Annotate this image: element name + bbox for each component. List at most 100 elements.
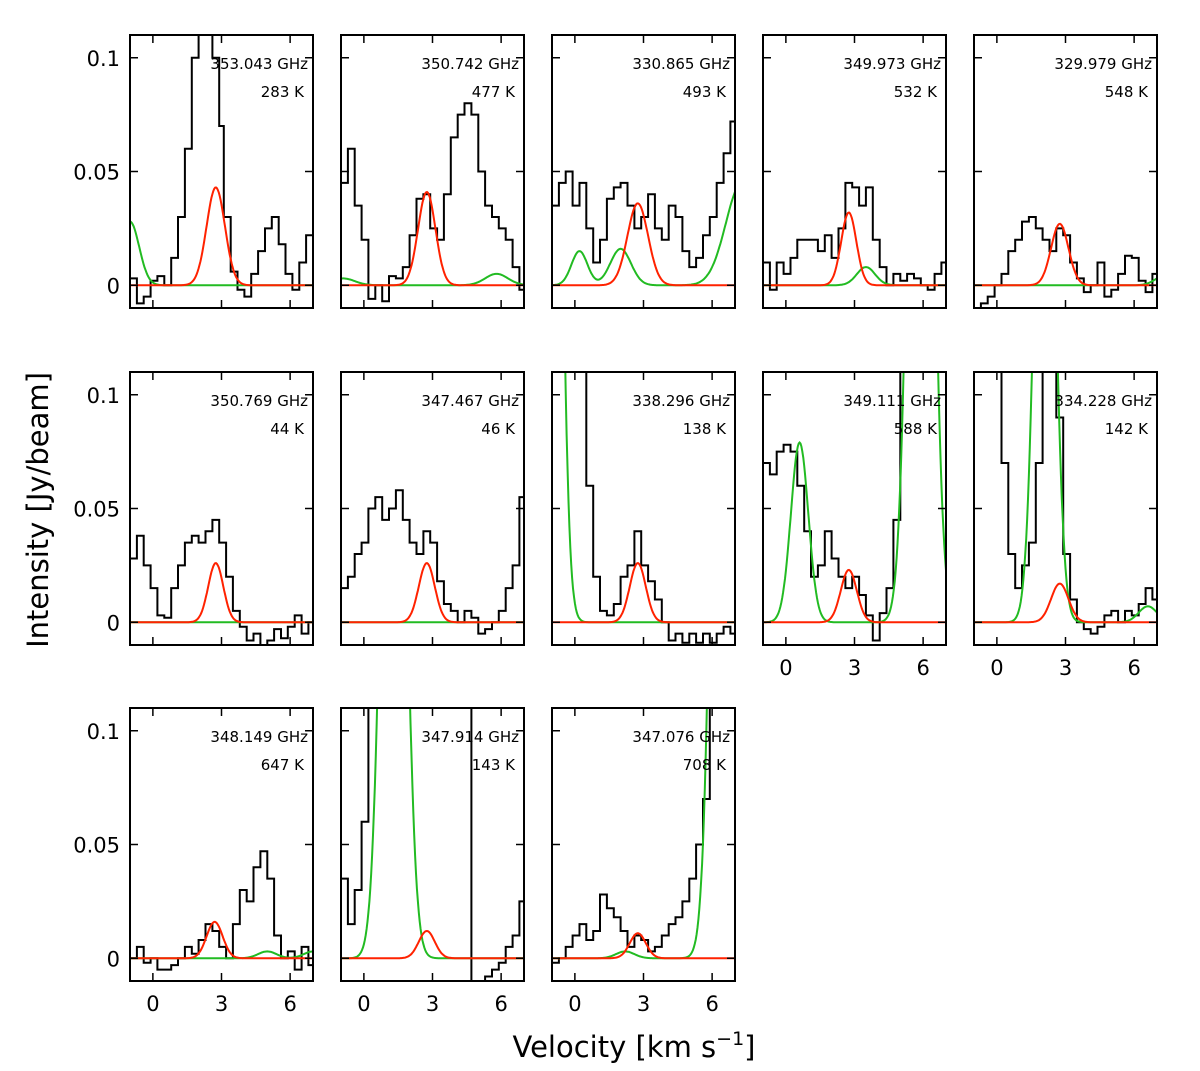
y-tick-label: 0.05: [73, 498, 120, 522]
temperature-label: 44 K: [270, 420, 305, 438]
panel-12: 0 3 6 347.914 GHz 143 K: [340, 707, 525, 1016]
observed-spectrum: [974, 216, 1157, 308]
panel-1: 0 0.05 0.1 353.043 GHz 283 K: [73, 34, 314, 309]
panel-frame: [129, 707, 314, 982]
observed-spectrum: [763, 372, 946, 642]
panel-frame: [551, 371, 736, 646]
y-tick-label: 0: [107, 947, 120, 971]
model-red-curve: [763, 211, 946, 287]
frequency-label: 350.769 GHz: [210, 392, 308, 410]
y-tick-label: 0.1: [87, 47, 120, 71]
panel-4: 349.973 GHz 532 K: [762, 34, 947, 309]
panel-plot-area: [341, 708, 524, 981]
panel-13: 0 3 6 347.076 GHz 708 K: [551, 707, 736, 1016]
observed-spectrum: [341, 440, 524, 635]
panel-7: 347.467 GHz 46 K: [340, 371, 525, 646]
temperature-label: 588 K: [894, 420, 938, 438]
observed-spectrum: [763, 181, 946, 291]
frequency-label: 330.865 GHz: [632, 55, 730, 73]
panel-plot-area: [130, 518, 313, 645]
frequency-label: 338.296 GHz: [632, 392, 730, 410]
observed-spectrum: [552, 708, 735, 964]
panel-6: 0 0.05 0.1 350.769 GHz 44 K: [73, 371, 314, 646]
model-green-curve: [552, 708, 708, 960]
y-tick-label: 0.1: [87, 720, 120, 744]
observed-spectrum: [341, 708, 524, 981]
temperature-label: 143 K: [472, 756, 516, 774]
frequency-label: 349.973 GHz: [843, 55, 941, 73]
frequency-label: 350.742 GHz: [421, 55, 519, 73]
temperature-label: 493 K: [683, 83, 727, 101]
x-tick-label: 6: [283, 992, 296, 1016]
panel-plot-area: [552, 708, 735, 964]
panel-plot-area: [763, 181, 946, 291]
panel-plot-area: [552, 120, 735, 287]
x-tick-label: 0: [146, 992, 159, 1016]
panel-8: 338.296 GHz 138 K: [551, 371, 736, 646]
panel-plot-area: [341, 440, 524, 635]
temperature-label: 548 K: [1105, 83, 1149, 101]
panel-3: 330.865 GHz 493 K: [551, 34, 736, 309]
y-tick-label: 0: [107, 274, 120, 298]
model-green-curve: [763, 372, 946, 624]
x-axis-title-main: Velocity [km s: [512, 1030, 716, 1064]
temperature-label: 283 K: [261, 83, 305, 101]
x-tick-label: 6: [1127, 656, 1140, 680]
model-red-curve: [341, 190, 524, 287]
y-tick-label: 0.1: [87, 384, 120, 408]
y-axis-title: Intensity [Jy/beam]: [21, 372, 55, 648]
temperature-label: 532 K: [894, 83, 938, 101]
observed-spectrum: [130, 35, 313, 305]
frequency-label: 347.467 GHz: [421, 392, 519, 410]
x-tick-label: 3: [215, 992, 228, 1016]
x-tick-label: 3: [1059, 656, 1072, 680]
temperature-label: 647 K: [261, 756, 305, 774]
model-red-curve: [341, 929, 524, 960]
panel-plot-area: [130, 35, 313, 305]
temperature-label: 477 K: [472, 83, 516, 101]
temperature-label: 142 K: [1105, 420, 1149, 438]
frequency-label: 347.076 GHz: [632, 728, 730, 746]
panel-plot-area: [974, 216, 1157, 308]
x-tick-label: 0: [357, 992, 370, 1016]
x-axis-title: Velocity [km s−1]: [512, 1028, 755, 1064]
frequency-label: 334.228 GHz: [1054, 392, 1152, 410]
panel-frame: [973, 34, 1158, 309]
observed-spectrum: [130, 518, 313, 645]
y-tick-label: 0: [107, 611, 120, 635]
y-tick-label: 0.05: [73, 161, 120, 185]
panel-5: 329.979 GHz 548 K: [973, 34, 1158, 309]
panel-9: 0 3 6 349.111 GHz 588 K: [762, 371, 947, 680]
observed-spectrum: [552, 120, 735, 269]
x-axis-title-close: ]: [744, 1030, 755, 1064]
model-red-curve: [974, 582, 1157, 624]
panels-layer: 0 0.05 0.1 353.043 GHz 283 K 350.742 GHz 477 K…: [73, 34, 1158, 1016]
x-tick-label: 0: [779, 656, 792, 680]
panel-plot-area: [974, 372, 1157, 635]
x-tick-label: 6: [916, 656, 929, 680]
x-tick-label: 3: [848, 656, 861, 680]
x-tick-label: 6: [705, 992, 718, 1016]
panel-plot-area: [341, 102, 524, 303]
temperature-label: 46 K: [481, 420, 516, 438]
panel-plot-area: [130, 850, 313, 971]
panel-plot-area: [763, 372, 946, 642]
observed-spectrum: [974, 372, 1157, 635]
panel-11: 0 0.05 0.1 0 3 6 348.149 GHz 647 K: [73, 707, 314, 1016]
model-red-curve: [130, 562, 313, 624]
x-tick-label: 0: [568, 992, 581, 1016]
frequency-label: 353.043 GHz: [210, 55, 308, 73]
model-green-curve: [552, 191, 735, 287]
frequency-label: 348.149 GHz: [210, 728, 308, 746]
panel-10: 0 3 6 334.228 GHz 142 K: [973, 371, 1158, 680]
model-red-curve: [552, 932, 735, 960]
frequency-label: 349.111 GHz: [843, 392, 941, 410]
model-red-curve: [341, 562, 524, 624]
frequency-label: 347.914 GHz: [421, 728, 519, 746]
observed-spectrum: [552, 372, 735, 644]
panel-frame: [551, 34, 736, 309]
x-tick-label: 3: [637, 992, 650, 1016]
x-tick-label: 6: [494, 992, 507, 1016]
observed-spectrum: [341, 102, 524, 303]
